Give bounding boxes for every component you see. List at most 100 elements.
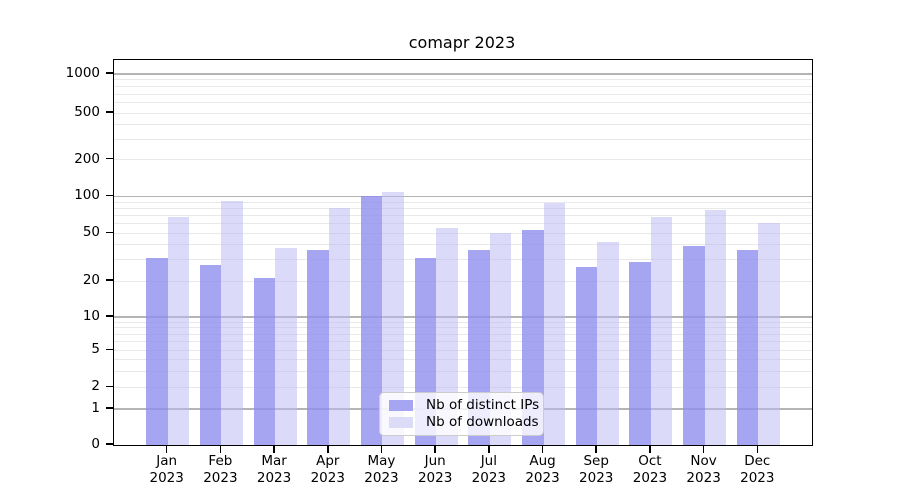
x-tick-year: 2023 bbox=[256, 469, 292, 486]
x-axis-tick-mark bbox=[541, 445, 544, 453]
x-tick-month: Feb bbox=[208, 453, 233, 469]
minor-gridline bbox=[114, 201, 812, 203]
bar-distinct-ips bbox=[575, 267, 598, 445]
bar-distinct-ips bbox=[522, 230, 544, 445]
bar-downloads bbox=[221, 200, 243, 445]
y-axis-tick-label: 10 bbox=[82, 308, 100, 324]
x-tick-month: Apr bbox=[316, 453, 340, 469]
bar-downloads bbox=[758, 222, 780, 445]
major-gridline bbox=[114, 73, 812, 75]
x-tick-month: Oct bbox=[638, 453, 662, 469]
minor-gridline bbox=[114, 93, 812, 95]
bar-downloads bbox=[704, 209, 727, 445]
major-gridline bbox=[114, 316, 812, 318]
bar-distinct-ips bbox=[253, 278, 276, 445]
bar-distinct-ips bbox=[307, 250, 329, 445]
y-axis-tick-mark bbox=[106, 194, 113, 197]
x-axis-tick-label: Jan 2023 bbox=[135, 453, 199, 486]
x-axis-tick-label: Nov 2023 bbox=[672, 453, 736, 486]
x-axis-tick-label: Aug 2023 bbox=[511, 453, 575, 486]
minor-gridline bbox=[114, 321, 812, 323]
legend-swatch bbox=[389, 400, 413, 411]
x-tick-year: 2023 bbox=[471, 469, 507, 486]
minor-gridline bbox=[114, 223, 812, 225]
legend-item: Nb of downloads bbox=[387, 414, 539, 431]
plot-area bbox=[113, 59, 813, 446]
y-axis-tick-label: 20 bbox=[82, 272, 100, 288]
bar-distinct-ips bbox=[683, 246, 705, 445]
y-axis-tick-label: 5 bbox=[91, 341, 100, 358]
y-axis-tick-mark bbox=[106, 279, 113, 281]
bar-distinct-ips bbox=[199, 265, 222, 445]
minor-gridline bbox=[114, 244, 812, 246]
x-tick-month: Nov bbox=[690, 453, 717, 469]
minor-gridline bbox=[114, 333, 812, 335]
minor-gridline bbox=[114, 159, 812, 161]
x-axis-tick-mark bbox=[595, 445, 598, 453]
x-tick-year: 2023 bbox=[579, 469, 614, 486]
minor-gridline bbox=[114, 138, 812, 140]
x-axis-tick-label: May 2023 bbox=[349, 453, 413, 486]
x-tick-year: 2023 bbox=[364, 469, 399, 486]
minor-gridline bbox=[114, 86, 812, 88]
x-axis-tick-label: Oct 2023 bbox=[618, 453, 682, 486]
bar-distinct-ips bbox=[360, 196, 383, 445]
x-axis-tick-mark bbox=[219, 445, 222, 453]
y-axis-tick-mark bbox=[106, 157, 113, 160]
legend-swatch bbox=[389, 417, 413, 428]
x-axis-tick-mark bbox=[488, 445, 490, 453]
x-axis-tick-label: Feb 2023 bbox=[188, 453, 252, 486]
bar-downloads bbox=[650, 216, 673, 445]
minor-gridline bbox=[114, 358, 812, 360]
x-axis-tick-mark bbox=[434, 445, 436, 453]
x-axis-tick-mark bbox=[326, 445, 329, 453]
legend: Nb of distinct IPs Nb of downloads bbox=[379, 392, 544, 436]
x-tick-month: Jun bbox=[424, 453, 446, 469]
bar-downloads bbox=[328, 207, 351, 445]
x-axis-tick-label: Mar 2023 bbox=[242, 453, 306, 486]
x-axis-tick-label: Jul 2023 bbox=[457, 453, 521, 486]
minor-gridline bbox=[114, 232, 812, 234]
bar-downloads bbox=[382, 192, 404, 445]
x-tick-year: 2023 bbox=[740, 469, 775, 486]
minor-gridline bbox=[114, 79, 812, 81]
y-axis-tick-label: 500 bbox=[74, 104, 100, 120]
x-axis-tick-label: Apr 2023 bbox=[296, 453, 360, 486]
bar-downloads bbox=[275, 247, 297, 445]
bar-downloads bbox=[167, 216, 190, 445]
bar-distinct-ips bbox=[629, 261, 651, 445]
y-axis-tick-label: 100 bbox=[74, 187, 100, 204]
x-tick-year: 2023 bbox=[525, 469, 560, 486]
x-tick-month: May bbox=[367, 453, 396, 469]
minor-gridline bbox=[114, 102, 812, 104]
minor-gridline bbox=[114, 112, 812, 114]
minor-gridline bbox=[114, 327, 812, 329]
x-tick-year: 2023 bbox=[417, 469, 453, 486]
major-gridline bbox=[114, 195, 812, 198]
bar-distinct-ips bbox=[736, 250, 759, 445]
x-axis-tick-mark bbox=[756, 445, 759, 453]
y-axis-tick-label: 0 bbox=[91, 436, 100, 452]
x-tick-year: 2023 bbox=[632, 469, 668, 486]
x-tick-month: Jul bbox=[480, 453, 497, 469]
y-axis-tick-label: 200 bbox=[74, 150, 100, 167]
minor-gridline bbox=[114, 349, 812, 351]
x-tick-month: Sep bbox=[583, 453, 609, 469]
x-tick-month: Mar bbox=[261, 453, 287, 469]
minor-gridline bbox=[114, 259, 812, 261]
x-axis-tick-label: Sep 2023 bbox=[564, 453, 628, 486]
x-tick-month: Jan bbox=[156, 453, 178, 469]
x-tick-year: 2023 bbox=[310, 469, 345, 486]
minor-gridline bbox=[114, 386, 812, 388]
y-axis-tick-mark bbox=[106, 72, 113, 74]
x-tick-year: 2023 bbox=[203, 469, 238, 486]
minor-gridline bbox=[114, 207, 812, 209]
y-axis-tick-mark bbox=[106, 443, 113, 445]
x-tick-month: Aug bbox=[529, 453, 556, 469]
minor-gridline bbox=[114, 280, 812, 282]
y-axis-tick-label: 1000 bbox=[65, 65, 100, 81]
x-axis-tick-label: Jun 2023 bbox=[403, 453, 467, 486]
bar-downloads bbox=[597, 242, 619, 445]
x-tick-year: 2023 bbox=[686, 469, 721, 486]
